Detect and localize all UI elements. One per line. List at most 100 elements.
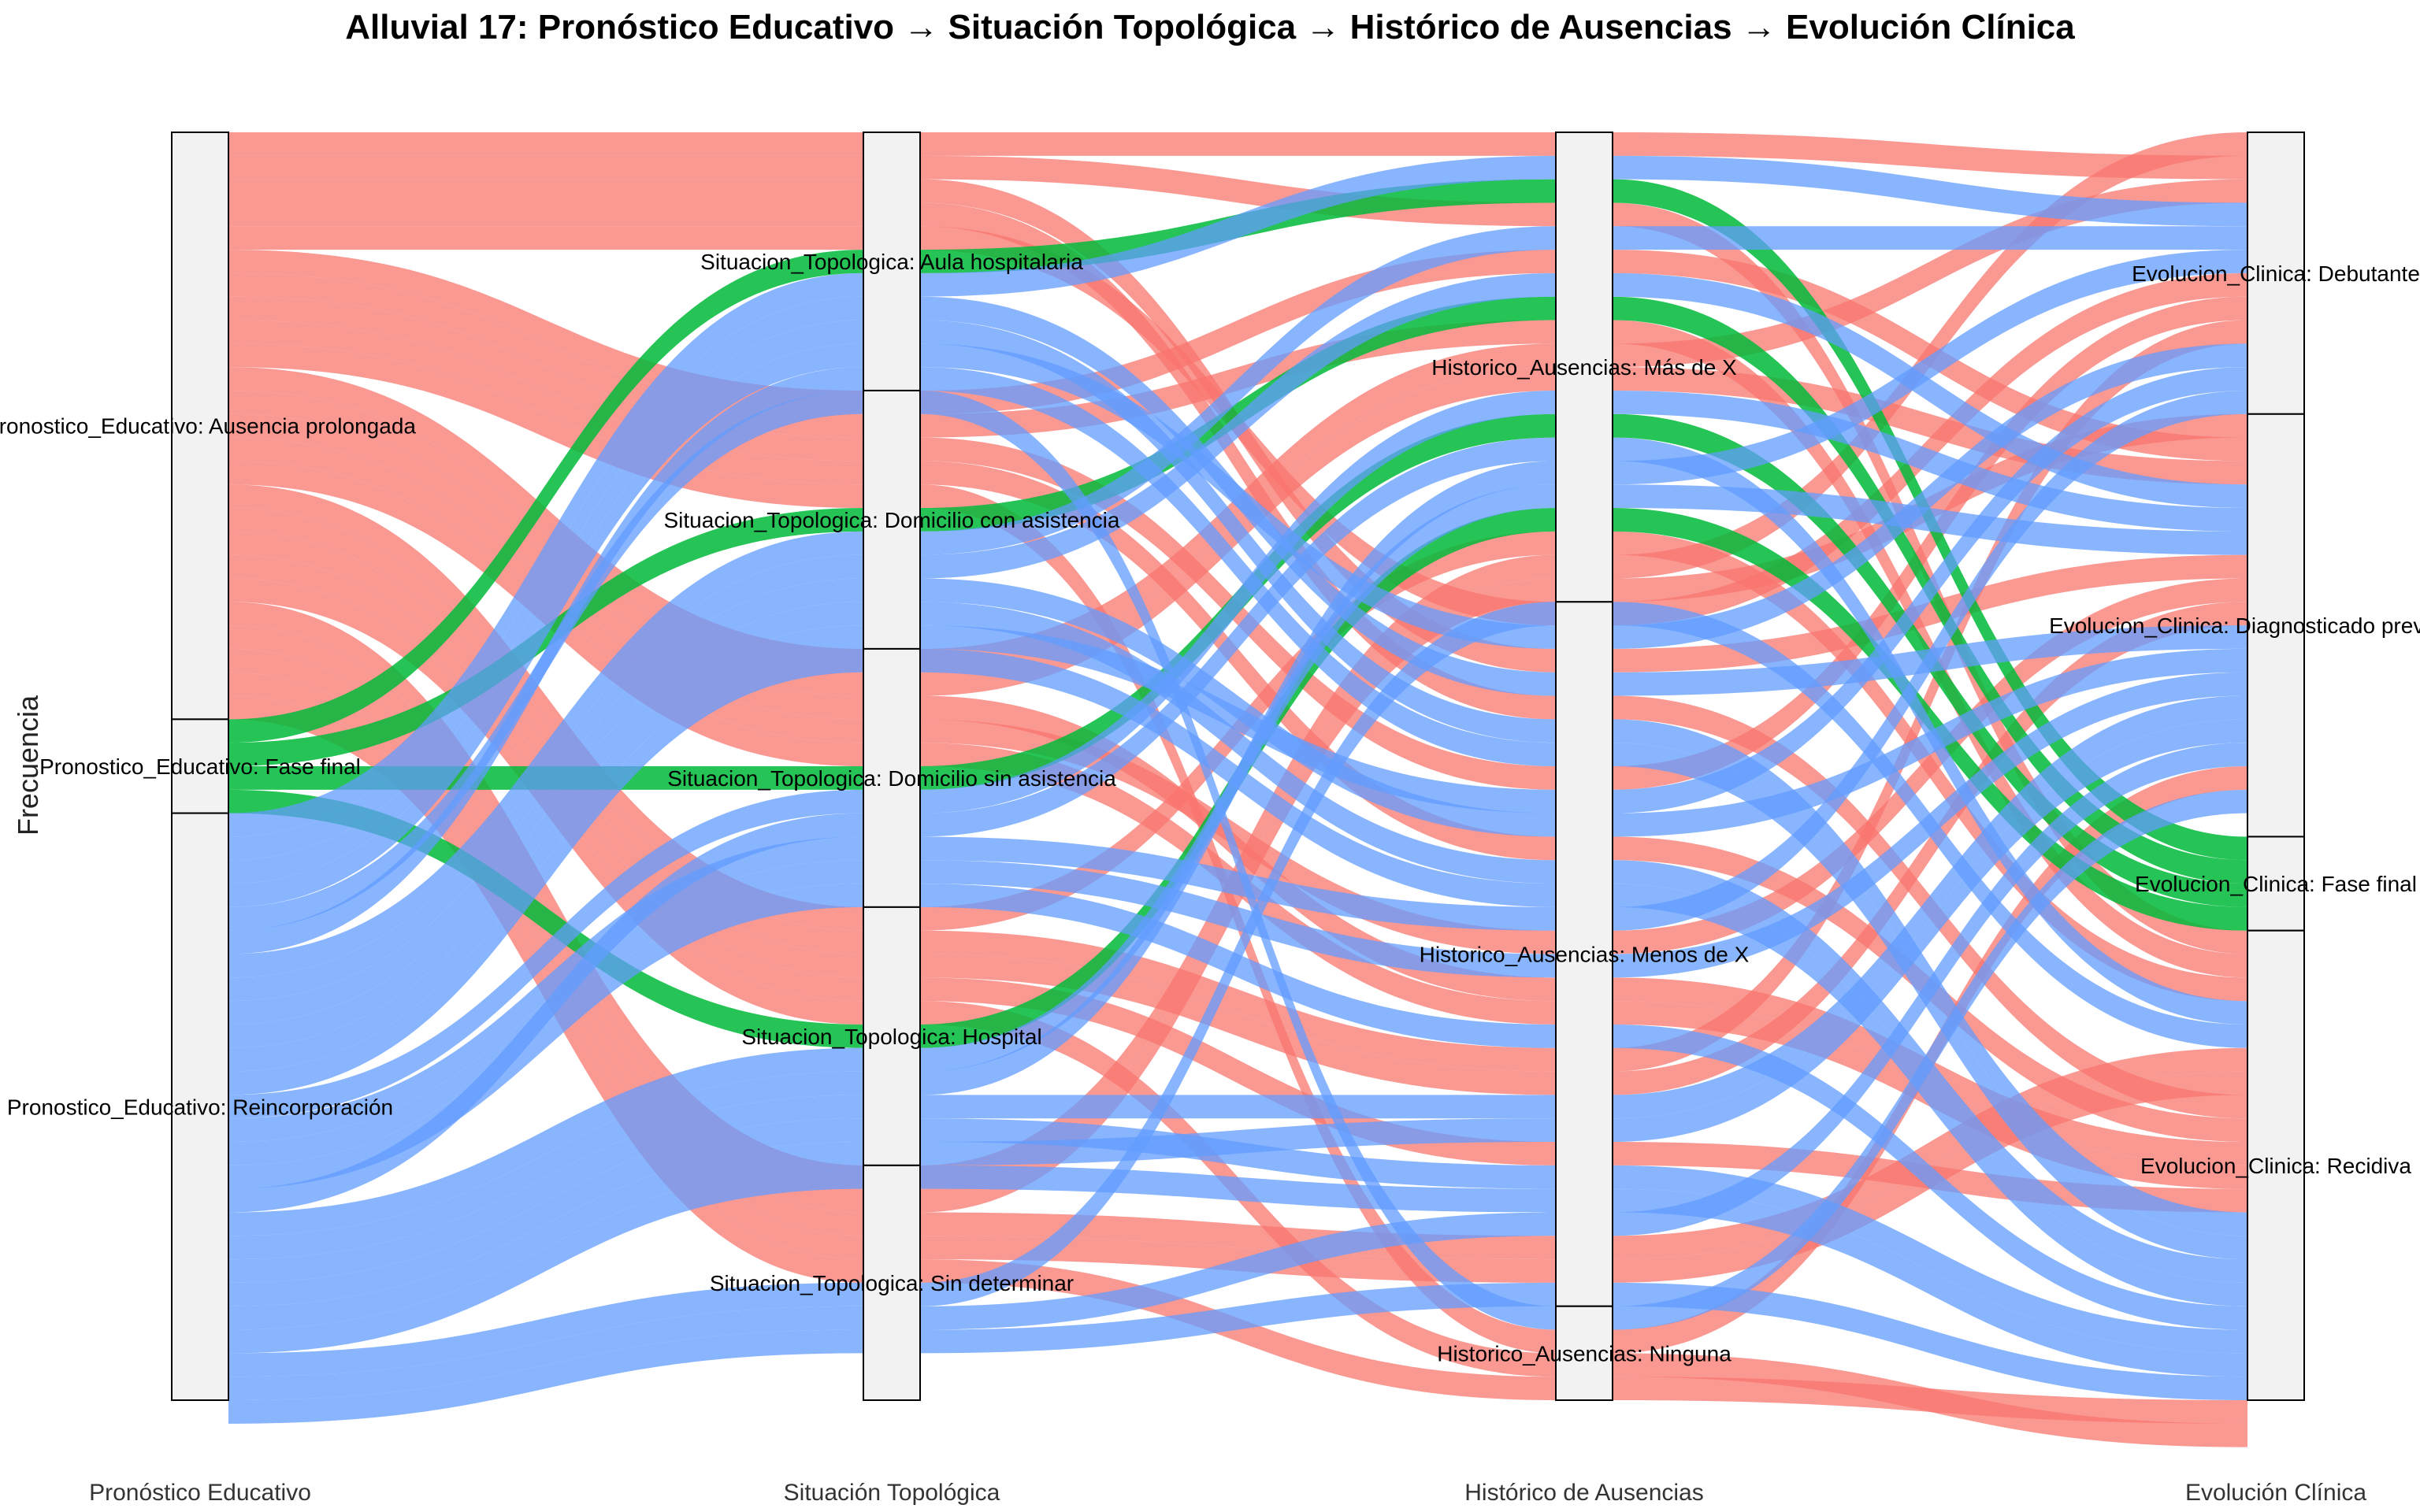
flow-ribbon: [228, 179, 863, 203]
flow-ribbon: [228, 789, 863, 1119]
flow-ribbon: [1613, 132, 2247, 180]
flow-ribbon: [1613, 860, 2247, 1283]
flow-ribbon: [920, 1095, 1556, 1119]
stratum-label: Historico_Ausencias: Menos de X: [1420, 943, 1750, 967]
flow-ribbon: [920, 390, 1556, 1330]
flow-ribbon: [228, 343, 863, 509]
flow-ribbon: [920, 132, 1556, 156]
flow-ribbon: [228, 578, 863, 1025]
flow-ribbon: [1613, 343, 2247, 649]
flow-ribbon: [228, 1071, 863, 1260]
flow-ribbon: [228, 367, 863, 673]
flow-ribbon: [1613, 508, 2247, 931]
flow-ribbon: [228, 202, 863, 227]
stratum-box: [171, 718, 229, 814]
stratum-label: Evolucion_Clinica: Diagnosticado previam…: [2049, 613, 2420, 638]
flow-ribbon: [1613, 695, 2247, 1119]
flow-ribbon: [1613, 437, 2247, 1025]
flow-ribbon: [920, 860, 1556, 978]
flow-ribbon: [1613, 719, 2247, 1236]
flow-ribbon: [1613, 1353, 2247, 1447]
flow-ribbon: [1613, 250, 2247, 461]
flow-ribbon: [1613, 602, 2247, 1095]
flow-ribbon: [228, 602, 863, 1048]
flows-layer: [228, 132, 2247, 1447]
flow-ribbon: [920, 884, 1556, 1048]
flow-ribbon: [920, 367, 1556, 766]
flow-ribbon: [1613, 296, 2247, 790]
flow-ribbon: [920, 202, 1556, 720]
flow-ribbon: [228, 226, 863, 250]
x-axis-tick-label: Situación Topológica: [784, 1480, 1000, 1506]
flow-ribbon: [228, 250, 863, 414]
x-axis-tick-label: Histórico de Ausencias: [1464, 1480, 1704, 1506]
flow-ribbon: [1613, 272, 2247, 509]
flow-ribbon: [1613, 602, 2247, 1048]
flow-ribbon: [228, 272, 863, 438]
flow-ribbon: [228, 1047, 863, 1236]
flow-ribbon: [228, 1165, 863, 1354]
flow-ribbon: [1613, 743, 2247, 1260]
flow-ribbon: [228, 484, 863, 931]
flow-ribbon: [228, 1329, 863, 1424]
stratum-box: [863, 906, 921, 1166]
flow-ribbon: [1613, 250, 2247, 485]
flow-ribbon: [228, 813, 863, 1213]
stratum-box: [863, 389, 921, 650]
flow-ribbon: [1613, 1024, 2247, 1330]
flow-ribbon: [228, 250, 863, 743]
flow-ribbon: [1613, 1282, 2247, 1400]
flow-ribbon: [1613, 390, 2247, 532]
flow-ribbon: [920, 461, 1556, 861]
flow-ribbon: [228, 155, 863, 180]
stratum-box: [2247, 413, 2305, 838]
stratum-box: [863, 647, 921, 908]
flow-ribbon: [1613, 226, 2247, 250]
stratum-label: Pronostico_Educativo: Reincorporación: [7, 1095, 393, 1119]
flow-ribbon: [920, 437, 1556, 790]
stratum-box: [1555, 132, 1613, 603]
flow-ribbon: [920, 343, 1556, 673]
flow-ribbon: [228, 1118, 863, 1306]
flow-ribbon: [920, 390, 1556, 813]
flow-ribbon: [1613, 743, 2247, 1236]
strata-layer: Pronostico_Educativo: Ausencia prolongad…: [0, 132, 2420, 1402]
flow-ribbon: [920, 1212, 1556, 1330]
flow-ribbon: [920, 625, 1556, 813]
flow-ribbon: [1613, 531, 2247, 1002]
flow-ribbon: [920, 930, 1556, 1072]
flow-ribbon: [1613, 1165, 2247, 1354]
flow-ribbon: [228, 272, 863, 837]
flow-ribbon: [920, 250, 1556, 414]
flow-ribbon: [228, 343, 863, 907]
flow-ribbon: [920, 343, 1556, 649]
stratum-box: [171, 812, 229, 1401]
stratum-box: [863, 1164, 921, 1401]
flow-ribbon: [920, 602, 1556, 884]
flow-ribbon: [228, 296, 863, 861]
flow-ribbon: [228, 367, 863, 954]
axis-ticks-layer: Pronóstico Educativo Situación Topológica…: [89, 1480, 2366, 1506]
flow-ribbon: [1613, 1047, 2247, 1260]
flow-ribbon: [228, 1282, 863, 1377]
flow-ribbon: [920, 461, 1556, 1095]
flow-ribbon: [228, 508, 863, 954]
flow-ribbon: [228, 320, 863, 485]
stratum-box: [1555, 1305, 1613, 1401]
stratum-box: [1555, 601, 1613, 1307]
flow-ribbon: [920, 602, 1556, 1306]
flow-ribbon: [1613, 155, 2247, 227]
flow-ribbon: [1613, 367, 2247, 813]
stratum-label: Historico_Ausencias: Ninguna: [1437, 1341, 1731, 1366]
stratum-label: Historico_Ausencias: Más de X: [1431, 355, 1737, 380]
flow-ribbon: [1613, 1188, 2247, 1377]
stratum-box: [2247, 929, 2305, 1402]
stratum-label: Evolucion_Clinica: Fase final: [2135, 872, 2417, 896]
flow-ribbon: [228, 602, 863, 1189]
flow-ribbon: [228, 625, 863, 1072]
flow-ribbon: [1613, 719, 2247, 1143]
flow-ribbon: [228, 884, 863, 1189]
flow-ribbon: [228, 320, 863, 884]
stratum-label: Situacion_Topologica: Hospital: [741, 1025, 1041, 1049]
chart-title: Alluvial 17: Pronóstico Educativo → Situ…: [345, 8, 2075, 46]
